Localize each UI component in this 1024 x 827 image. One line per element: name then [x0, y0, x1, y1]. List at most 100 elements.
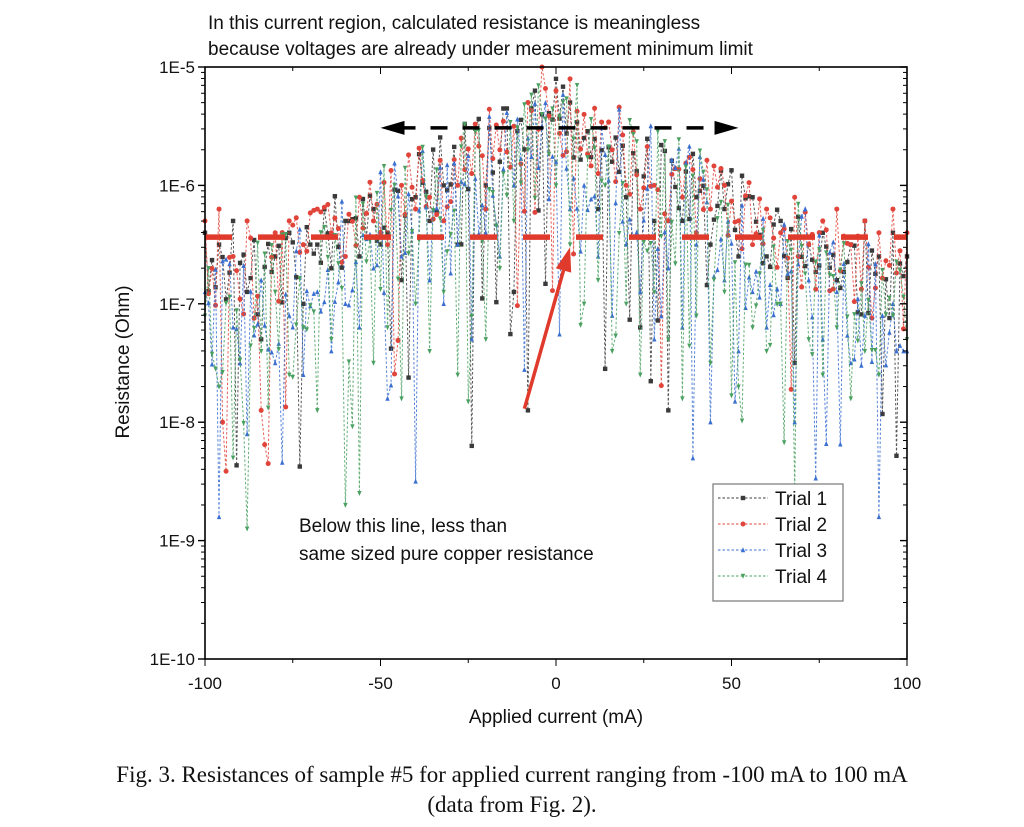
data-point	[339, 259, 345, 265]
data-point	[553, 158, 559, 164]
data-point	[718, 199, 724, 205]
data-point	[497, 159, 503, 164]
data-point	[778, 301, 783, 307]
data-point	[592, 146, 597, 152]
data-point	[381, 225, 387, 230]
data-point	[378, 242, 383, 247]
legend-label: Trial 3	[775, 541, 827, 562]
data-point	[722, 206, 727, 212]
data-point	[283, 232, 288, 238]
data-point	[469, 443, 474, 449]
data-point	[269, 269, 274, 275]
data-point	[314, 206, 320, 212]
data-point	[525, 100, 531, 106]
data-point	[301, 325, 306, 331]
data-point	[673, 165, 678, 171]
data-point	[680, 396, 685, 402]
data-point	[648, 379, 653, 384]
data-point	[739, 202, 745, 208]
data-point	[455, 182, 461, 188]
data-point	[550, 117, 555, 122]
data-point	[272, 230, 278, 236]
data-point	[760, 261, 766, 266]
data-point	[370, 218, 376, 224]
data-point	[708, 360, 713, 366]
data-point	[845, 332, 850, 338]
data-point	[595, 171, 601, 177]
data-point	[455, 372, 460, 378]
data-point	[690, 455, 696, 461]
data-point	[848, 396, 854, 402]
data-point	[265, 241, 271, 247]
data-point	[343, 502, 348, 508]
x-tick-label: -100	[188, 674, 222, 693]
data-point	[402, 250, 408, 256]
data-point	[452, 208, 457, 214]
copper-annotation-line-2: same sized pure copper resistance	[299, 544, 594, 565]
data-point	[673, 261, 678, 267]
data-point	[497, 147, 503, 153]
data-point	[335, 226, 341, 232]
data-point	[427, 194, 433, 200]
data-point	[402, 211, 408, 217]
data-point	[602, 183, 608, 189]
data-point	[785, 270, 790, 276]
legend-swatch-marker	[740, 521, 746, 527]
data-point	[371, 265, 376, 271]
data-point	[385, 242, 391, 248]
data-point	[553, 183, 559, 189]
data-point	[736, 384, 741, 390]
data-point	[549, 288, 555, 294]
data-point	[532, 195, 538, 201]
data-point	[567, 242, 573, 248]
data-point	[522, 102, 527, 108]
data-point	[830, 286, 836, 292]
data-point	[725, 182, 731, 187]
data-point	[581, 135, 587, 141]
data-point	[522, 147, 527, 152]
data-point	[901, 273, 906, 279]
data-point	[845, 259, 850, 265]
data-point	[634, 168, 639, 174]
data-point	[318, 230, 324, 236]
data-point	[609, 147, 615, 153]
data-point	[444, 162, 450, 168]
data-point	[592, 105, 598, 111]
data-point	[799, 213, 804, 219]
data-point	[753, 268, 759, 274]
data-point	[521, 208, 527, 214]
data-point	[336, 244, 341, 250]
data-point	[420, 144, 425, 150]
data-point	[613, 179, 619, 185]
data-point	[616, 230, 622, 236]
data-point	[736, 254, 741, 259]
data-point	[581, 301, 587, 307]
data-point	[388, 346, 394, 351]
data-point	[213, 266, 218, 272]
data-point	[525, 147, 531, 153]
data-point	[813, 259, 818, 265]
data-point	[687, 343, 692, 349]
data-point	[480, 238, 485, 244]
data-point	[321, 204, 327, 210]
data-point	[813, 286, 819, 292]
data-point	[409, 184, 415, 190]
data-point	[581, 182, 587, 188]
data-point	[616, 169, 622, 175]
data-point	[655, 245, 660, 251]
data-point	[294, 322, 299, 328]
data-point	[799, 284, 805, 290]
data-point	[887, 295, 892, 301]
data-point	[652, 218, 657, 224]
data-point	[876, 254, 882, 259]
data-point	[483, 229, 488, 235]
data-point	[220, 419, 226, 425]
data-point	[788, 268, 794, 274]
data-point	[838, 285, 843, 291]
data-point	[518, 117, 524, 123]
data-point	[283, 404, 289, 410]
data-point	[623, 182, 629, 188]
data-point	[767, 281, 773, 287]
data-point	[729, 393, 734, 399]
data-point	[690, 151, 696, 157]
